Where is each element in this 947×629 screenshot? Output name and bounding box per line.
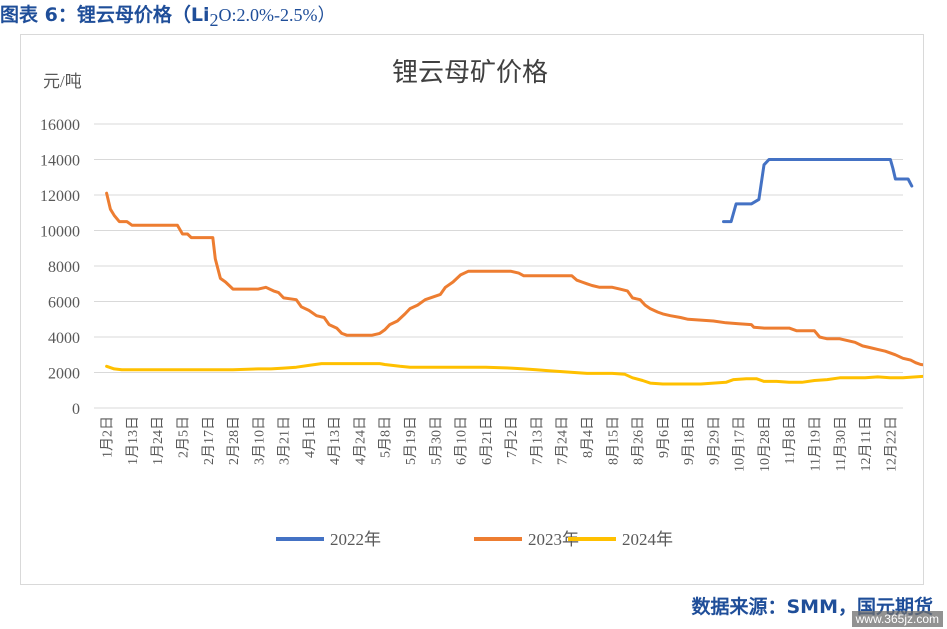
- x-tick-label: 2月28日: [226, 416, 242, 465]
- y-tick-label: 12000: [40, 188, 80, 205]
- x-tick-label: 6月21日: [479, 416, 495, 465]
- chart-title: 锂云母矿价格: [392, 58, 548, 87]
- series-lines: [105, 158, 943, 386]
- x-tick-label: 9月29日: [706, 416, 722, 465]
- x-tick-label: 3月21日: [277, 416, 293, 465]
- y-tick-label: 4000: [48, 330, 80, 347]
- y-tick-label: 8000: [48, 259, 80, 276]
- x-tick-label: 1月24日: [150, 416, 166, 465]
- chart-frame: 锂云母矿价格 元/吨 0 2000 4000 6000 8000 10000 12000 14…: [20, 34, 943, 585]
- y-tick-label: 10000: [40, 224, 80, 241]
- x-tick-label: 5月19日: [403, 416, 419, 465]
- x-tick-label: 7月24日: [555, 416, 571, 465]
- x-tick-label: 4月24日: [352, 416, 368, 465]
- x-tick-label: 2月17日: [201, 416, 217, 465]
- series-line-1: [105, 191, 943, 369]
- x-tick-label: 10月28日: [757, 416, 773, 472]
- figure-caption-suffix: O:2.0%-2.5%）: [218, 5, 336, 25]
- x-tick-label: 5月30日: [428, 416, 444, 465]
- x-tick-label: 1月2日: [100, 416, 116, 458]
- y-tick-label: 0: [72, 401, 80, 418]
- x-tick-label: 7月2日: [504, 416, 520, 458]
- x-tick-labels: 1月2日 1月13日 1月24日 2月5日 2月17日 2月28日 3月10日 3月21日 4月…: [100, 416, 900, 472]
- x-tick-label: 3月10日: [251, 416, 267, 465]
- grid-lines: [94, 123, 903, 409]
- y-tick-label: 2000: [48, 366, 80, 383]
- series-line-0: [722, 158, 914, 224]
- legend: 2022年 2023年 2024年: [276, 530, 673, 549]
- x-tick-label: 7月13日: [529, 416, 545, 465]
- x-tick-label: 1月13日: [125, 416, 141, 465]
- legend-label-2: 2024年: [622, 530, 673, 549]
- y-tick-label: 6000: [48, 295, 80, 312]
- watermark: www.365jz.com: [851, 611, 943, 627]
- x-tick-label: 4月13日: [327, 416, 343, 465]
- legend-label-0: 2022年: [330, 530, 381, 549]
- x-tick-label: 11月19日: [808, 416, 824, 471]
- legend-label-1: 2023年: [528, 530, 579, 549]
- x-tick-label: 8月15日: [605, 416, 621, 465]
- x-tick-label: 8月26日: [631, 416, 647, 465]
- x-tick-label: 12月11日: [858, 416, 874, 471]
- line-chart: 锂云母矿价格 元/吨 0 2000 4000 6000 8000 10000 12000 14…: [40, 58, 943, 549]
- figure-caption-subscript: 2: [209, 9, 219, 30]
- figure-caption: 图表 6：锂云母价格（Li2O:2.0%-2.5%）: [0, 2, 336, 30]
- y-tick-labels: 0 2000 4000 6000 8000 10000 12000 14000 16000: [40, 117, 80, 418]
- x-tick-label: 9月6日: [656, 416, 672, 458]
- y-tick-label: 14000: [40, 153, 80, 170]
- x-tick-label: 4月1日: [302, 416, 318, 458]
- y-axis-label: 元/吨: [43, 72, 82, 91]
- x-tick-label: 9月18日: [681, 416, 697, 465]
- series-line-2: [105, 362, 943, 386]
- x-tick-label: 10月17日: [732, 416, 748, 472]
- x-tick-label: 12月22日: [883, 416, 899, 472]
- x-tick-label: 5月8日: [378, 416, 394, 458]
- figure-caption-prefix: 图表 6：锂云母价格（Li: [0, 4, 210, 26]
- x-tick-label: 2月5日: [175, 416, 191, 458]
- y-tick-label: 16000: [40, 117, 80, 134]
- x-tick-label: 6月10日: [454, 416, 470, 465]
- x-tick-label: 11月30日: [833, 416, 849, 471]
- x-tick-label: 11月8日: [782, 416, 798, 464]
- x-tick-label: 8月4日: [580, 416, 596, 458]
